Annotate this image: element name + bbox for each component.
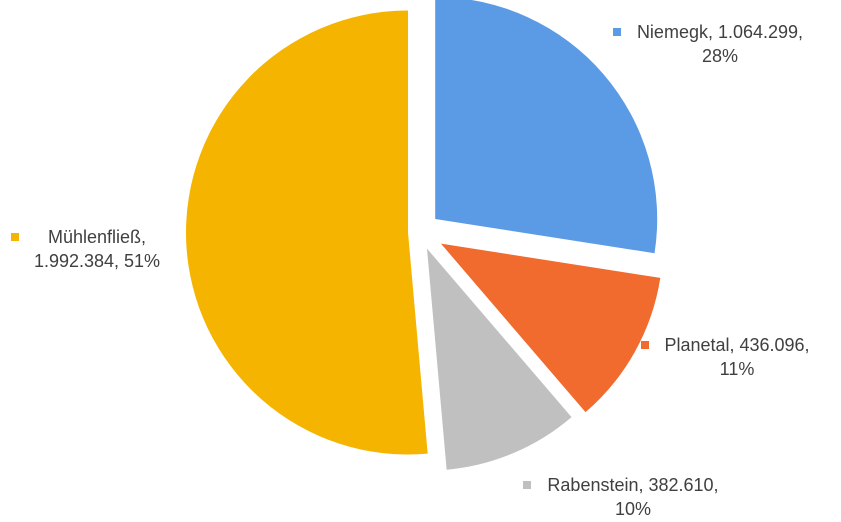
data-label-planetal-line-1: Planetal, 436.096,: [664, 335, 809, 355]
label-marker-niemegk: [613, 28, 621, 36]
data-label-m-hlenflie--line-1: Mühlenfließ,: [48, 227, 146, 247]
data-label-niemegk-line-1: Niemegk, 1.064.299,: [637, 22, 803, 42]
data-label-rabenstein-line-2: 10%: [615, 499, 651, 519]
pie-slice-m-hlenflie-: [186, 10, 428, 455]
data-label-rabenstein-line-1: Rabenstein, 382.610,: [547, 475, 718, 495]
pie-slice-rabenstein: [426, 248, 572, 470]
pie-slice-planetal: [440, 243, 661, 413]
data-label-niemegk-line-2: 28%: [702, 46, 738, 66]
pie-slice-niemegk: [435, 0, 658, 254]
data-label-m-hlenflie--line-2: 1.992.384, 51%: [34, 251, 160, 271]
data-label-planetal-line-2: 11%: [720, 359, 755, 379]
label-marker-planetal: [641, 341, 649, 349]
label-marker-rabenstein: [523, 481, 531, 489]
label-marker-m-hlenflie-: [11, 233, 19, 241]
